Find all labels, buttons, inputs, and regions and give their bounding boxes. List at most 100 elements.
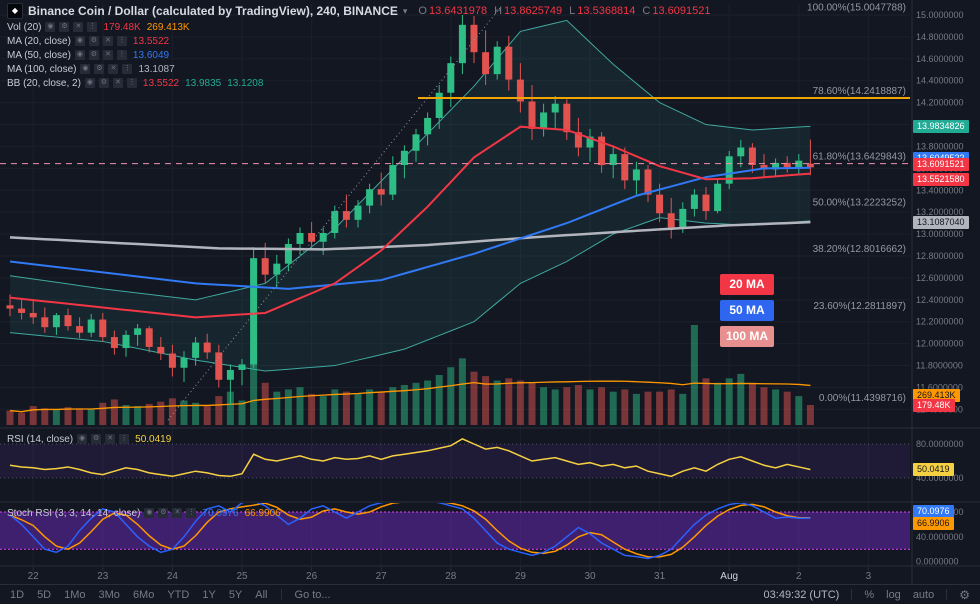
indicator-value: 13.6049	[132, 49, 170, 61]
toolbar-divider	[851, 589, 853, 600]
svg-text:12.8000000: 12.8000000	[916, 251, 964, 261]
range-5y-button[interactable]: 5Y	[228, 588, 243, 601]
close-icon[interactable]: ✕	[112, 78, 123, 88]
close-icon[interactable]: ✕	[73, 22, 84, 32]
goto-button[interactable]: Go to...	[294, 588, 331, 601]
chevron-down-icon[interactable]: ▾	[402, 5, 408, 16]
low-label: L	[569, 5, 576, 17]
time-axis[interactable]: 22 23 24 25 26 27 28 29 30 31 Aug 2 3	[28, 567, 872, 582]
indicator-label[interactable]: MA (50, close)	[7, 49, 71, 61]
volume-ma-line	[9, 380, 811, 413]
range-6mo-button[interactable]: 6Mo	[132, 588, 155, 601]
indicator-value: 13.1087	[138, 63, 175, 75]
more-icon[interactable]: ⋮	[122, 64, 133, 74]
eye-icon[interactable]: ◉	[77, 434, 88, 444]
range-1d-button[interactable]: 1D	[10, 588, 25, 601]
ma20-note-label[interactable]: 20 MA	[720, 274, 774, 295]
eye-icon[interactable]: ◉	[80, 64, 91, 74]
close-label: C	[642, 5, 651, 17]
indicator-label[interactable]: MA (100, close)	[7, 63, 77, 75]
svg-text:14.6000000: 14.6000000	[916, 54, 964, 64]
svg-text:14.4000000: 14.4000000	[916, 76, 964, 86]
gear-icon[interactable]: ⚙	[94, 64, 105, 74]
svg-text:31: 31	[654, 571, 666, 582]
legend-row-bb: BB (20, close, 2) ◉ ⚙ ✕ ⋮ 13.5522 13.983…	[7, 77, 263, 89]
svg-text:14.0000000: 14.0000000	[916, 120, 964, 130]
ma100-line	[9, 220, 811, 251]
indicator-label[interactable]: Stoch RSI (3, 3, 14, 14, close)	[7, 507, 141, 519]
scale-log-button[interactable]: log	[886, 588, 901, 601]
indicator-label[interactable]: Vol (20)	[7, 21, 42, 33]
legend-row-rsi: RSI (14, close) ◉ ⚙ ✕ ⋮ 50.0419	[7, 433, 171, 445]
close-icon[interactable]: ✕	[102, 50, 113, 60]
range-ytd-button[interactable]: YTD	[167, 588, 190, 601]
bottom-toolbar: 1D 5D 1Mo 3Mo 6Mo YTD 1Y 5Y All Go to...…	[0, 584, 980, 604]
svg-text:2: 2	[796, 571, 802, 582]
close-icon[interactable]: ✕	[102, 36, 113, 46]
gear-icon[interactable]: ⚙	[88, 36, 99, 46]
more-icon[interactable]: ⋮	[116, 36, 127, 46]
chart-header: ◆ Binance Coin / Dollar (calculated by T…	[7, 3, 711, 19]
indicator-value: 13.5522	[132, 35, 170, 47]
gear-icon[interactable]: ⚙	[158, 508, 169, 518]
range-3mo-button[interactable]: 3Mo	[98, 588, 120, 601]
fib-label: 0.00%(11.4398716)	[819, 393, 906, 404]
fib-label: 78.60%(14.2418887)	[813, 86, 906, 97]
more-icon[interactable]: ⋮	[119, 434, 130, 444]
eye-icon[interactable]: ◉	[45, 22, 56, 32]
indicator-label[interactable]: RSI (14, close)	[7, 433, 74, 445]
close-icon[interactable]: ✕	[105, 434, 116, 444]
indicator-value: 179.48K	[103, 21, 141, 33]
range-5d-button[interactable]: 5D	[37, 588, 52, 601]
svg-text:12.6000000: 12.6000000	[916, 273, 964, 283]
gear-icon[interactable]: ⚙	[59, 22, 70, 32]
gear-icon[interactable]: ⚙	[91, 434, 102, 444]
fib-label: 50.00%(13.2223252)	[813, 198, 906, 209]
scale-auto-button[interactable]: auto	[912, 588, 935, 601]
more-icon[interactable]: ⋮	[186, 508, 197, 518]
candles	[6, 14, 814, 405]
price-axis[interactable]: 11.4000000 11.6000000 11.8000000 12.0000000…	[916, 10, 964, 567]
low-value: 13.5368814	[577, 5, 636, 17]
svg-text:22: 22	[28, 571, 40, 582]
symbol-title[interactable]: Binance Coin / Dollar (calculated by Tra…	[28, 4, 398, 18]
trendline[interactable]	[167, 7, 501, 421]
ma100-note-label[interactable]: 100 MA	[720, 326, 774, 347]
close-icon[interactable]: ✕	[108, 64, 119, 74]
more-icon[interactable]: ⋮	[87, 22, 98, 32]
gear-icon[interactable]: ⚙	[98, 78, 109, 88]
gear-icon[interactable]: ⚙	[88, 50, 99, 60]
svg-text:12.0000000: 12.0000000	[916, 339, 964, 349]
close-value: 13.6091521	[652, 5, 711, 17]
ma20-line	[9, 125, 811, 319]
more-icon[interactable]: ⋮	[126, 78, 137, 88]
svg-text:80.0000000: 80.0000000	[916, 507, 964, 517]
scale-percent-button[interactable]: %	[864, 588, 875, 601]
indicator-value: 13.5522	[142, 77, 180, 89]
svg-text:25: 25	[236, 571, 248, 582]
eye-icon[interactable]: ◉	[74, 36, 85, 46]
ma50-note-label[interactable]: 50 MA	[720, 300, 774, 321]
range-all-button[interactable]: All	[255, 588, 268, 601]
svg-text:13.4000000: 13.4000000	[916, 185, 964, 195]
svg-text:30: 30	[584, 571, 596, 582]
range-1mo-button[interactable]: 1Mo	[64, 588, 86, 601]
clock[interactable]: 03:49:32 (UTC)	[763, 588, 840, 601]
svg-text:14.2000000: 14.2000000	[916, 98, 964, 108]
indicator-label[interactable]: BB (20, close, 2)	[7, 77, 81, 89]
more-icon[interactable]: ⋮	[116, 50, 127, 60]
legend-row-stoch-rsi: Stoch RSI (3, 3, 14, 14, close) ◉ ⚙ ✕ ⋮ …	[7, 507, 281, 519]
settings-gear-icon[interactable]: ⚙	[959, 587, 970, 602]
svg-text:12.4000000: 12.4000000	[916, 295, 964, 305]
eye-icon[interactable]: ◉	[74, 50, 85, 60]
svg-text:0.0000000: 0.0000000	[916, 557, 959, 567]
fib-label: 23.60%(12.2811897)	[813, 301, 906, 312]
indicator-label[interactable]: MA (20, close)	[7, 35, 71, 47]
eye-icon[interactable]: ◉	[144, 508, 155, 518]
legend-row-volume: Vol (20) ◉ ⚙ ✕ ⋮ 179.48K 269.413K	[7, 21, 190, 33]
close-icon[interactable]: ✕	[172, 508, 183, 518]
range-1y-button[interactable]: 1Y	[202, 588, 216, 601]
legend-row-ma50: MA (50, close) ◉ ⚙ ✕ ⋮ 13.6049	[7, 49, 169, 61]
eye-icon[interactable]: ◉	[84, 78, 95, 88]
